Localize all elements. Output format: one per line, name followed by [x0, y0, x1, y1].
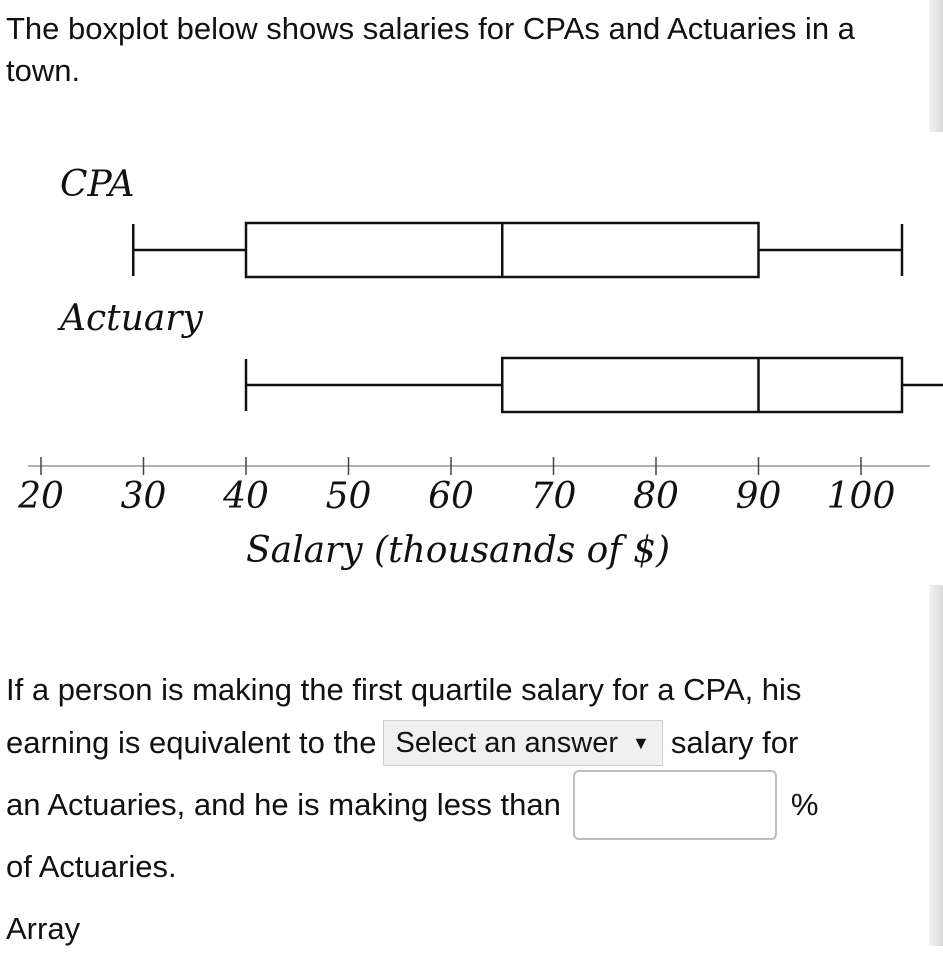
answer-select-label: Select an answer — [395, 726, 619, 759]
footer-text: Array — [6, 911, 81, 946]
caret-down-icon: ▼ — [632, 732, 650, 753]
series-label-cpa: CPA — [60, 164, 134, 205]
x-tick-label: 50 — [326, 476, 372, 517]
boxplot-chart: CPA Actuary 20 30 40 50 60 70 80 90 100 Salary (th… — [17, 164, 943, 571]
scrollbar-upper[interactable] — [929, 0, 943, 132]
x-axis-label: Salary (thousands of $) — [246, 530, 670, 571]
x-tick-label: 30 — [121, 476, 167, 517]
x-tick-label: 70 — [531, 476, 577, 517]
intro-text: The boxplot below shows salaries for CPA… — [6, 11, 855, 88]
x-tick-label: 100 — [827, 476, 896, 517]
x-tick-label: 80 — [633, 476, 679, 517]
x-tick-label: 90 — [736, 476, 782, 517]
question-block: If a person is making the first quartile… — [6, 668, 931, 960]
question-part4: an Actuaries, and he is making less than — [6, 787, 561, 822]
question-part5: of Actuaries. — [6, 849, 177, 884]
box-iqr — [501, 356, 904, 414]
percent-input[interactable] — [572, 770, 777, 840]
question-part1: If a person is making the first quartile… — [6, 672, 802, 707]
scrollbar-lower[interactable] — [929, 585, 943, 946]
percent-unit: % — [790, 787, 819, 822]
question-part3: salary for — [670, 725, 799, 760]
x-tick-label: 20 — [17, 476, 64, 517]
question-part2: earning is equivalent to the — [6, 725, 377, 760]
x-tick-label: 60 — [428, 476, 474, 517]
x-tick-label: 40 — [222, 476, 269, 517]
series-label-actuary: Actuary — [57, 298, 203, 339]
answer-select[interactable]: Select an answer ▼ — [382, 720, 663, 766]
